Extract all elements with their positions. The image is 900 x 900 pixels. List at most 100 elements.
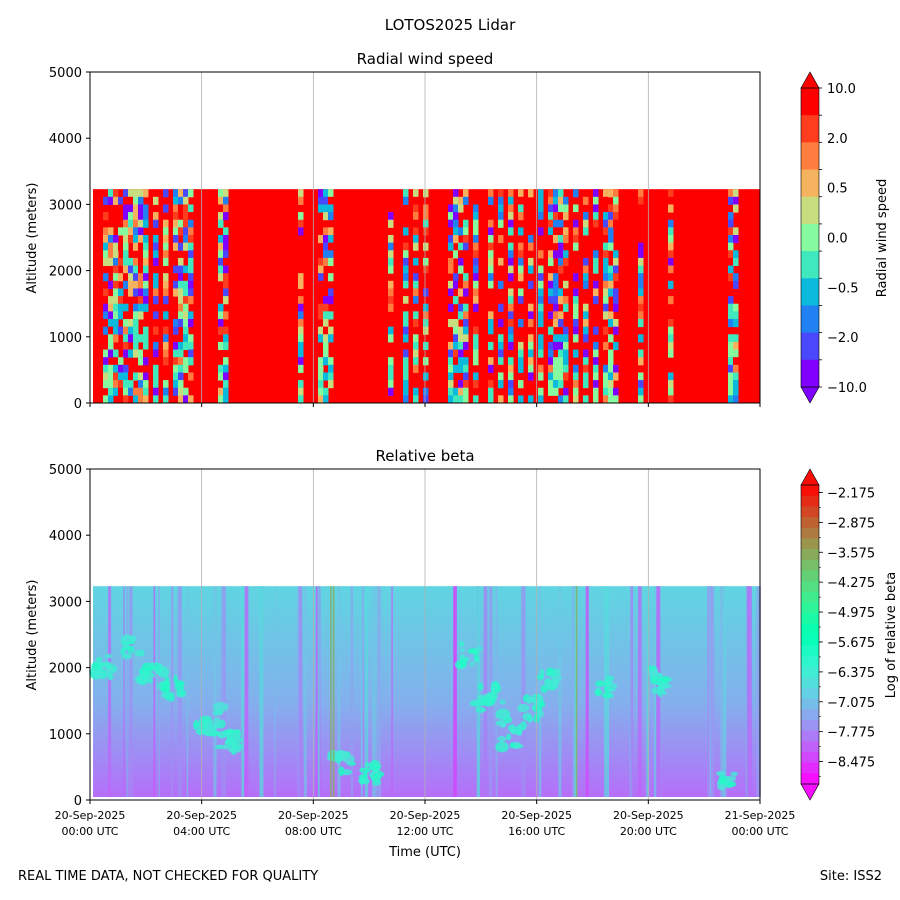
- wind-cell: [553, 318, 559, 328]
- beta-cloud-blob: [469, 661, 475, 667]
- wind-cell: [133, 265, 139, 274]
- wind-cell: [163, 227, 169, 236]
- wind-cell: [103, 288, 109, 297]
- wind-cell: [508, 242, 514, 251]
- wind-cell: [128, 372, 134, 381]
- wind-cell: [183, 357, 189, 366]
- wind-cell: [548, 204, 554, 213]
- wind-cell: [518, 303, 524, 312]
- wind-cell: [423, 311, 429, 320]
- wind-cell: [173, 227, 179, 236]
- wind-cell: [328, 242, 334, 251]
- wind-cell: [563, 387, 569, 396]
- wind-cell: [223, 380, 229, 389]
- wind-cell: [448, 387, 454, 396]
- wind-cell: [563, 372, 569, 381]
- wind-cell: [608, 273, 614, 282]
- wind-cell: [133, 189, 139, 198]
- wind-cell: [403, 219, 409, 228]
- wind-cell: [668, 204, 674, 213]
- wind-cell: [103, 318, 109, 328]
- wind-cell: [188, 219, 194, 228]
- wind-cell: [573, 326, 579, 335]
- wind-cell: [463, 288, 469, 297]
- wind-cell: [593, 250, 599, 259]
- wind-cell: [403, 334, 409, 343]
- beta-colorbar-segment: [801, 485, 819, 497]
- wind-cell: [453, 318, 459, 328]
- wind-cell: [133, 326, 139, 335]
- wind-cell: [733, 318, 739, 328]
- wind-cell: [608, 219, 614, 228]
- wind-cell: [563, 349, 569, 358]
- wind-cell: [133, 318, 139, 328]
- wind-cell: [153, 364, 159, 373]
- quality-disclaimer: REAL TIME DATA, NOT CHECKED FOR QUALITY: [18, 869, 319, 884]
- wind-cell: [518, 380, 524, 389]
- beta-cloud-blob: [96, 657, 103, 662]
- wind-cell: [298, 395, 304, 404]
- wind-colorbar-tick-label: −2.0: [827, 331, 859, 346]
- beta-cloud-blob: [603, 679, 611, 688]
- beta-colorbar-segment: [801, 581, 819, 593]
- wind-cell: [593, 196, 599, 205]
- wind-cell: [668, 380, 674, 389]
- wind-cell: [473, 212, 479, 221]
- wind-cell: [223, 242, 229, 251]
- beta-stripe: [297, 586, 300, 797]
- wind-cell: [133, 219, 139, 228]
- wind-cell: [108, 242, 114, 251]
- beta-stripe: [720, 586, 724, 797]
- beta-stripe: [372, 586, 377, 797]
- wind-cell: [593, 349, 599, 358]
- wind-cell: [318, 196, 324, 205]
- wind-cell: [563, 296, 569, 305]
- beta-colorbar-segment: [801, 709, 819, 721]
- wind-cell: [728, 372, 734, 381]
- wind-cell: [733, 227, 739, 236]
- y-tick-label: 3000: [49, 198, 82, 213]
- wind-cell: [603, 242, 609, 251]
- wind-cell: [613, 265, 619, 274]
- beta-stripe: [722, 586, 727, 797]
- beta-colorbar-tick-label: −6.375: [827, 666, 875, 681]
- wind-cell: [218, 273, 224, 282]
- wind-cell: [123, 372, 129, 381]
- wind-cell: [528, 242, 534, 251]
- wind-cell: [473, 227, 479, 236]
- wind-cell: [178, 189, 184, 198]
- wind-cell: [668, 196, 674, 205]
- wind-cell: [413, 334, 419, 343]
- wind-cell: [328, 372, 334, 381]
- wind-cell: [103, 380, 109, 389]
- beta-cloud-blob: [717, 782, 726, 791]
- wind-cell: [573, 296, 579, 305]
- wind-cell: [553, 372, 559, 381]
- wind-cell: [163, 372, 169, 381]
- wind-cell: [638, 380, 644, 389]
- beta-colorbar-segment: [801, 730, 819, 742]
- wind-cell: [138, 395, 144, 404]
- wind-cell: [423, 265, 429, 274]
- beta-colorbar-segment: [801, 751, 819, 764]
- wind-cell: [223, 204, 229, 213]
- wind-cell: [453, 326, 459, 335]
- wind-cell: [573, 311, 579, 320]
- beta-colorbar-segment: [801, 591, 819, 603]
- beta-cloud-blob: [647, 665, 657, 672]
- wind-cell: [133, 273, 139, 282]
- beta-spike: [332, 586, 335, 797]
- wind-cell: [573, 334, 579, 343]
- wind-cell: [118, 364, 124, 373]
- wind-cell: [133, 288, 139, 297]
- wind-cell: [133, 196, 139, 205]
- wind-cell: [123, 196, 129, 205]
- wind-cell: [113, 318, 119, 328]
- wind-cell: [218, 364, 224, 373]
- wind-cell: [123, 395, 129, 404]
- wind-cell: [563, 234, 569, 244]
- wind-cell: [508, 219, 514, 228]
- wind-cell: [298, 280, 304, 289]
- wind-cell: [153, 395, 159, 404]
- wind-cell: [558, 288, 564, 297]
